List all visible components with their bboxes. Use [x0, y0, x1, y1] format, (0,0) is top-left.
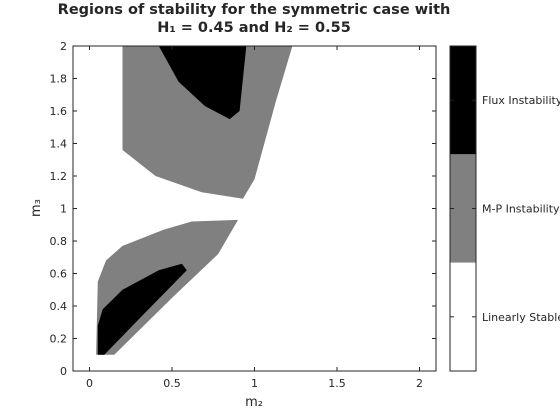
- x-tick-label: 1: [251, 377, 258, 390]
- y-tick-label: 0.4: [50, 300, 68, 313]
- y-tick-label: 0: [60, 365, 67, 378]
- x-tick-label: 2: [416, 377, 423, 390]
- y-tick-label: 2: [60, 40, 67, 53]
- region-flux-instability-1: [158, 46, 247, 120]
- y-tick-label: 1.8: [50, 73, 68, 86]
- x-axis-label: m₂: [245, 395, 263, 410]
- colorbar-segment: [450, 46, 476, 155]
- y-axis-label: m₃: [29, 199, 44, 217]
- colorbar: Flux Instability M-P Instability Linearly …: [449, 45, 560, 372]
- colorbar-label: Flux Instability: [482, 94, 560, 107]
- y-tick-label: 1.2: [50, 170, 68, 183]
- region-flux-instability-3: [97, 263, 187, 355]
- region-m-p-instability-0: [122, 46, 293, 199]
- stability-regions: [96, 46, 293, 355]
- y-tick-label: 1: [60, 203, 67, 216]
- x-tick-label: 0.5: [163, 377, 181, 390]
- chart-title-line1: Regions of stability for the symmetric c…: [58, 2, 451, 18]
- colorbar-label: Linearly Stable: [482, 311, 560, 324]
- colorbar-segment: [450, 262, 476, 371]
- y-tick-label: 0.8: [50, 235, 68, 248]
- chart-title-line2: H₁ = 0.45 and H₂ = 0.55: [157, 20, 351, 36]
- colorbar-border: [449, 45, 477, 372]
- y-tick-label: 1.6: [50, 105, 68, 118]
- y-tick-label: 0.2: [50, 333, 68, 346]
- x-axis-ticks: 0 0.5 1 1.5 2: [86, 46, 423, 390]
- y-tick-label: 0.6: [50, 268, 68, 281]
- x-tick-label: 1.5: [328, 377, 346, 390]
- y-axis-ticks: 0 0.2 0.4 0.6 0.8 1 1.2 1.4 1.6 1.8 2: [50, 40, 436, 378]
- y-tick-label: 1.4: [50, 138, 68, 151]
- colorbar-segment: [450, 154, 476, 263]
- x-tick-label: 0: [86, 377, 93, 390]
- colorbar-label: M-P Instability: [482, 203, 560, 216]
